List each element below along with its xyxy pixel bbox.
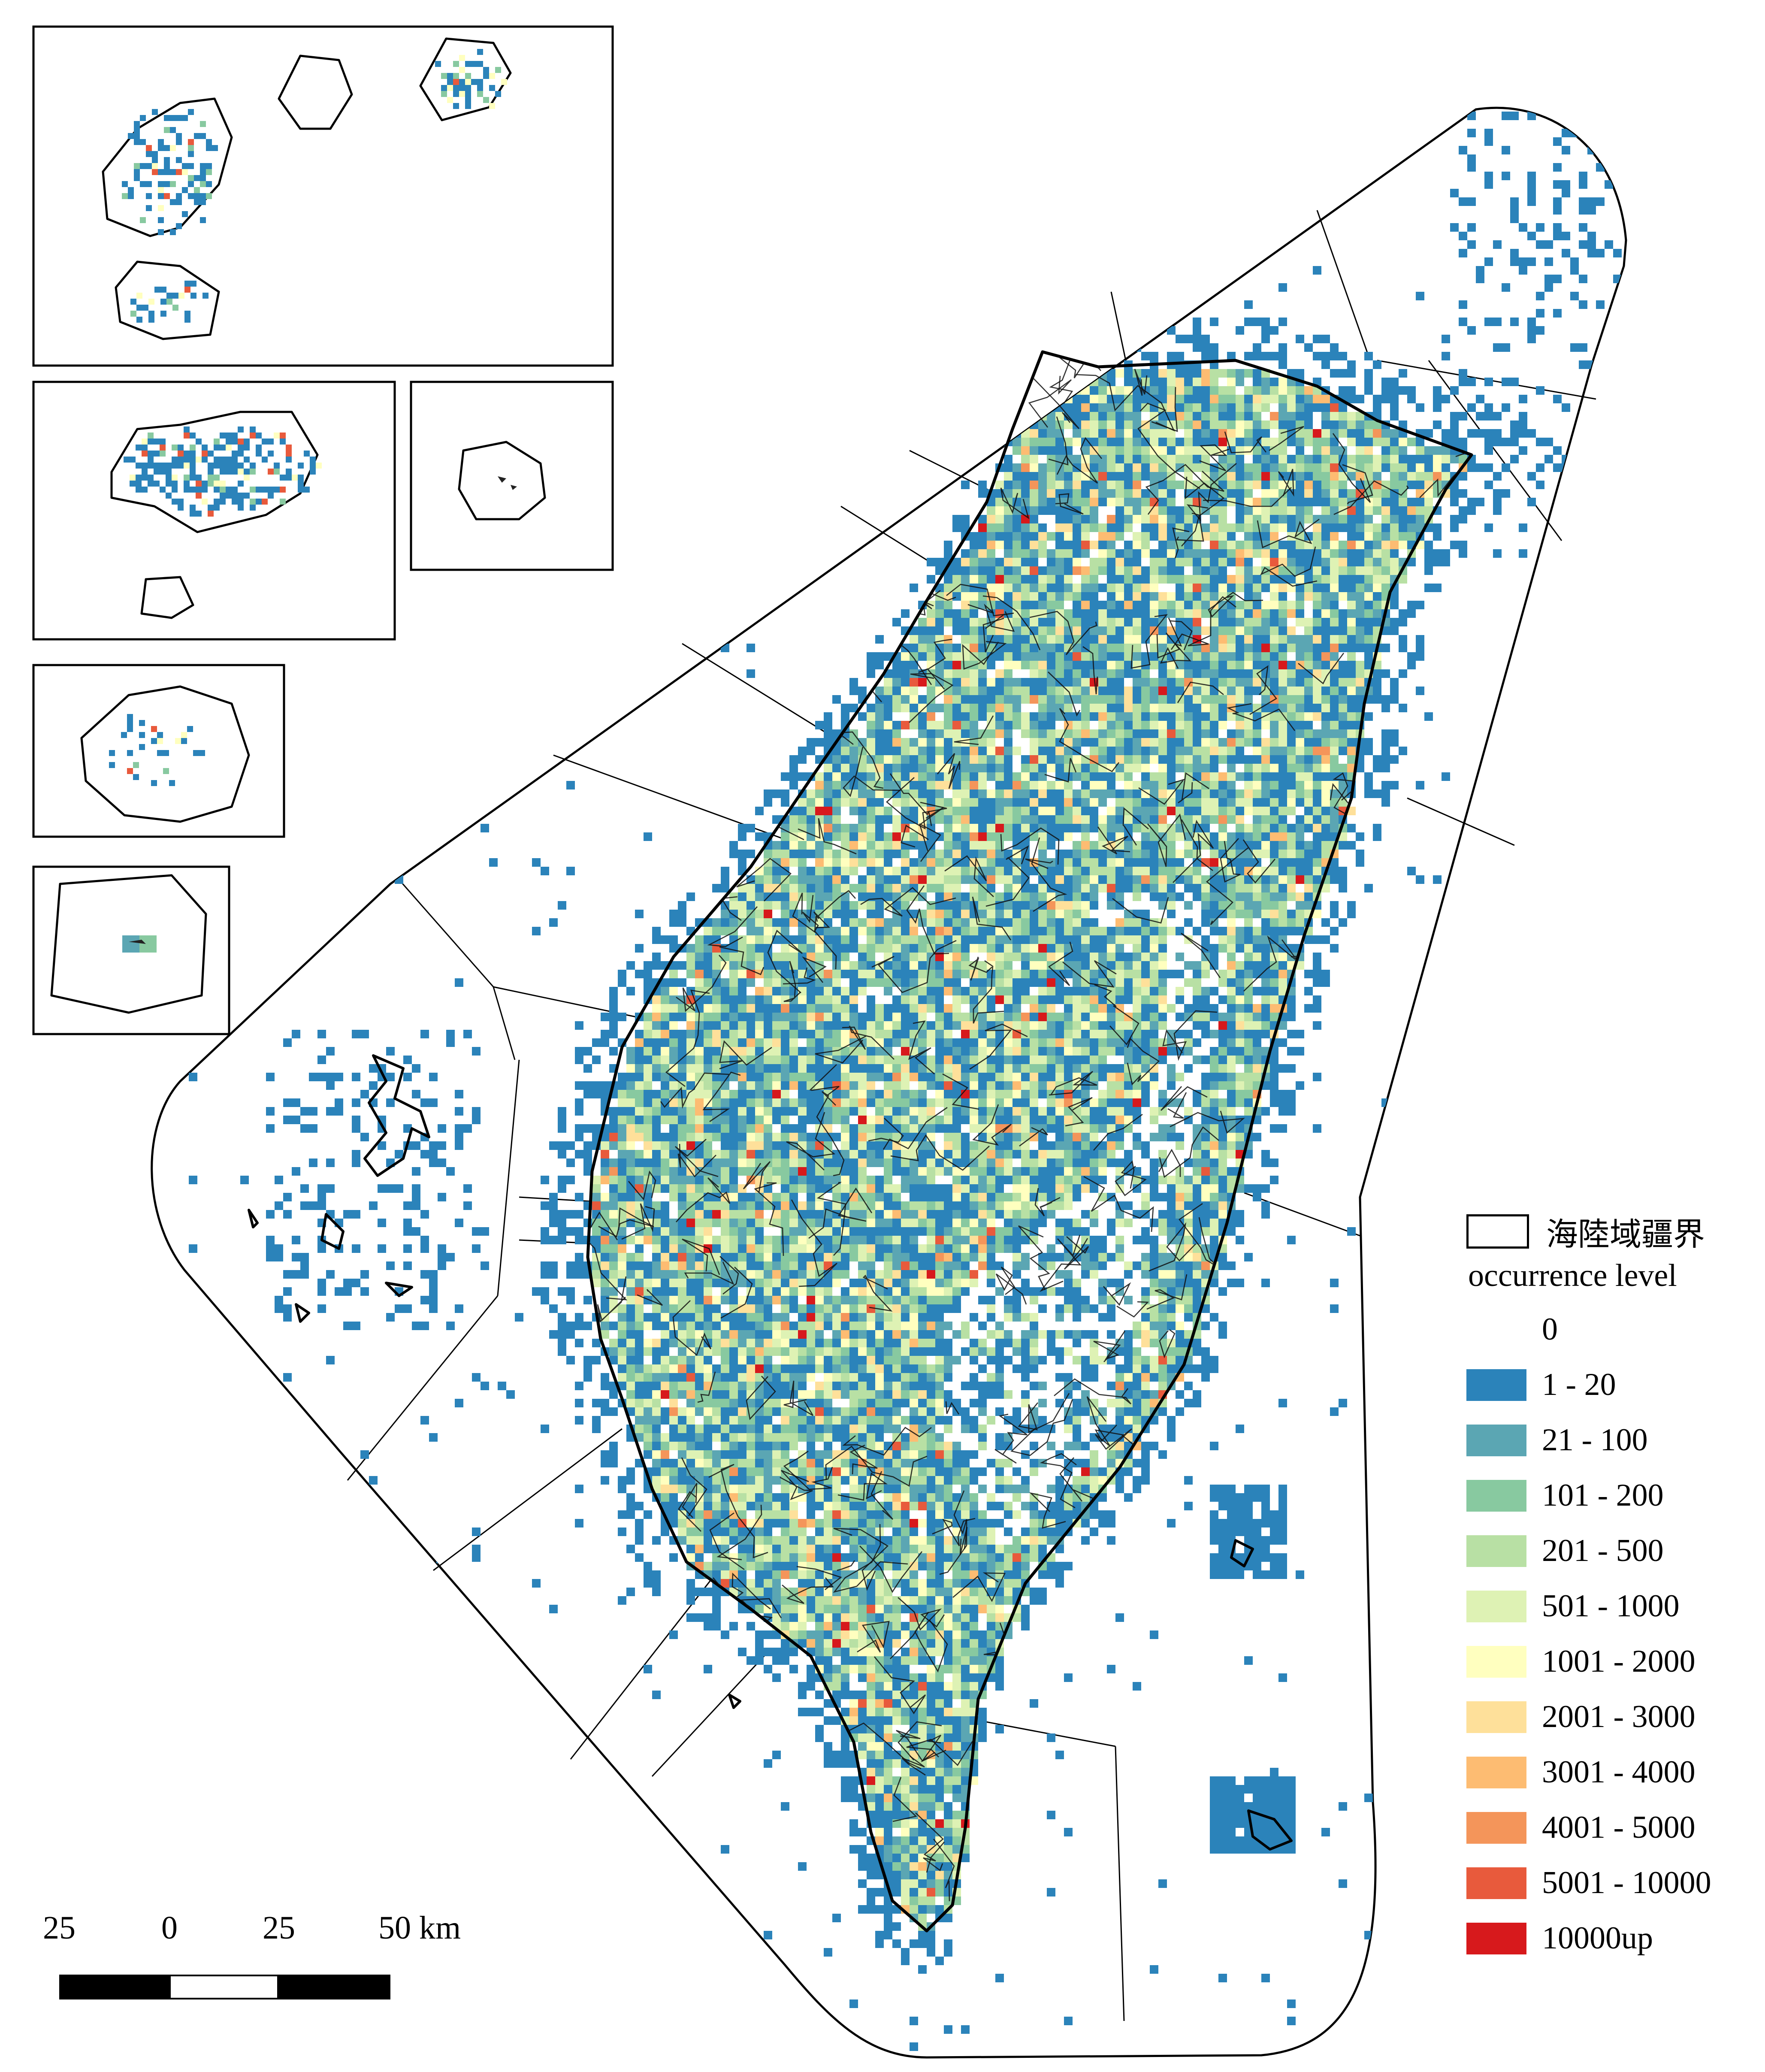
legend-label: 3001 - 4000 <box>1542 1754 1695 1790</box>
legend-swatch <box>1466 1756 1526 1788</box>
legend-class: 4001 - 5000 <box>1466 1800 1750 1855</box>
legend-class: 101 - 200 <box>1466 1468 1750 1523</box>
legend-label: 10000up <box>1542 1921 1653 1956</box>
scale-segment <box>277 1975 390 1999</box>
legend-boundary-item: 海陸域疆界 <box>1466 1208 1750 1255</box>
inset-nansha <box>32 865 230 1035</box>
legend-title: occurrence level <box>1468 1258 1677 1293</box>
legend-swatch <box>1466 1590 1526 1622</box>
legend-label: 101 - 200 <box>1542 1478 1664 1513</box>
legend-label: 2001 - 3000 <box>1542 1699 1695 1734</box>
legend-label: 201 - 500 <box>1542 1533 1664 1568</box>
legend-class: 1 - 20 <box>1466 1357 1750 1413</box>
green-island <box>1230 1539 1254 1567</box>
boundary-label: 海陸域疆界 <box>1546 1216 1705 1253</box>
legend-label: 1 - 20 <box>1542 1367 1616 1402</box>
legend-class: 5001 - 10000 <box>1466 1855 1750 1911</box>
legend-class: 501 - 1000 <box>1466 1579 1750 1634</box>
legend-swatch <box>1466 1701 1526 1733</box>
scale-segment <box>169 1975 279 1999</box>
orchid-island <box>1247 1809 1293 1851</box>
map-legend: 海陸域疆界 occurrence level 0 1 - 20 21 - 100 10… <box>1466 1208 1750 1966</box>
boundary-swatch <box>1466 1214 1529 1249</box>
legend-class: 21 - 100 <box>1466 1413 1750 1468</box>
legend-swatch <box>1466 1535 1526 1567</box>
occurrence-grid <box>163 108 1622 2051</box>
legend-swatch <box>1466 1424 1526 1456</box>
legend-class: 2001 - 3000 <box>1466 1689 1750 1745</box>
inset-matsu <box>32 25 614 367</box>
legend-class: 3001 - 4000 <box>1466 1745 1750 1800</box>
legend-swatch <box>1466 1479 1526 1512</box>
legend-class: 0 <box>1466 1302 1750 1357</box>
legend-swatch <box>1466 1922 1526 1954</box>
legend-label: 4001 - 5000 <box>1542 1810 1695 1845</box>
legend-swatch <box>1466 1313 1526 1346</box>
legend-classes: 0 1 - 20 21 - 100 101 - 200 201 - 500 501 - 1… <box>1466 1302 1750 1966</box>
xiaoliuqiu-island <box>728 1694 741 1709</box>
inset-wuqiu <box>410 381 614 571</box>
legend-label: 0 <box>1542 1312 1558 1347</box>
scale-tick: 25 <box>263 1910 295 1946</box>
scale-segment <box>59 1975 171 1999</box>
scale-tick: 25 <box>43 1910 76 1946</box>
scale-bar: 25 0 25 50 km <box>39 1909 461 2012</box>
legend-class: 1001 - 2000 <box>1466 1634 1750 1689</box>
scale-tick: 50 km <box>378 1910 461 1946</box>
legend-swatch <box>1466 1867 1526 1899</box>
legend-swatch <box>1466 1646 1526 1678</box>
penghu-islands <box>248 1054 430 1323</box>
legend-label: 5001 - 10000 <box>1542 1865 1711 1900</box>
legend-label: 501 - 1000 <box>1542 1588 1680 1624</box>
scale-tick: 0 <box>161 1910 178 1946</box>
legend-swatch <box>1466 1369 1526 1401</box>
legend-class: 10000up <box>1466 1911 1750 1966</box>
legend-label: 1001 - 2000 <box>1542 1644 1695 1679</box>
sea-sector-lines <box>347 210 1596 2021</box>
legend-swatch <box>1466 1812 1526 1844</box>
legend-label: 21 - 100 <box>1542 1422 1648 1458</box>
legend-class: 201 - 500 <box>1466 1523 1750 1579</box>
